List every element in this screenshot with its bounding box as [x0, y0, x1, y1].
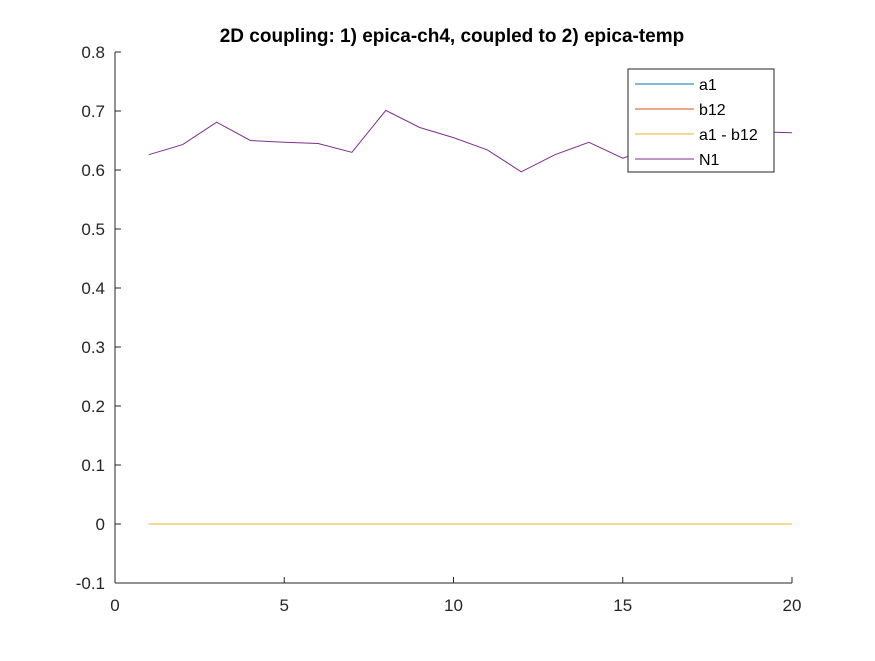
y-tick-label: 0.8	[81, 43, 105, 62]
y-tick-label: 0.7	[81, 102, 105, 121]
y-tick-label: 0.3	[81, 338, 105, 357]
y-tick-label: -0.1	[76, 574, 105, 593]
legend-label: a1	[699, 77, 717, 94]
legend: a1 b12 a1 - b12 N1	[627, 68, 775, 173]
legend-box	[627, 68, 775, 173]
axes: 0 5 10 15 20 -0.1 0 0.1 0.2 0.3 0.4 0.5 0.6 0.7 0.8	[76, 43, 802, 615]
x-tick-label: 0	[110, 596, 119, 615]
y-tick-label: 0.2	[81, 397, 105, 416]
y-tick-label: 0	[96, 515, 105, 534]
y-tick-label: 0.1	[81, 456, 105, 475]
legend-label: N1	[699, 152, 720, 169]
legend-label: b12	[699, 102, 726, 119]
y-tick-label: 0.4	[81, 279, 105, 298]
y-tick-label: 0.5	[81, 220, 105, 239]
chart-title: 2D coupling: 1) epica-ch4, coupled to 2)…	[220, 26, 685, 47]
x-tick-label: 15	[613, 596, 632, 615]
x-tick-label: 20	[783, 596, 802, 615]
x-tick-label: 10	[444, 596, 463, 615]
y-tick-label: 0.6	[81, 161, 105, 180]
x-tick-label: 5	[280, 596, 289, 615]
legend-label: a1 - b12	[699, 127, 758, 144]
